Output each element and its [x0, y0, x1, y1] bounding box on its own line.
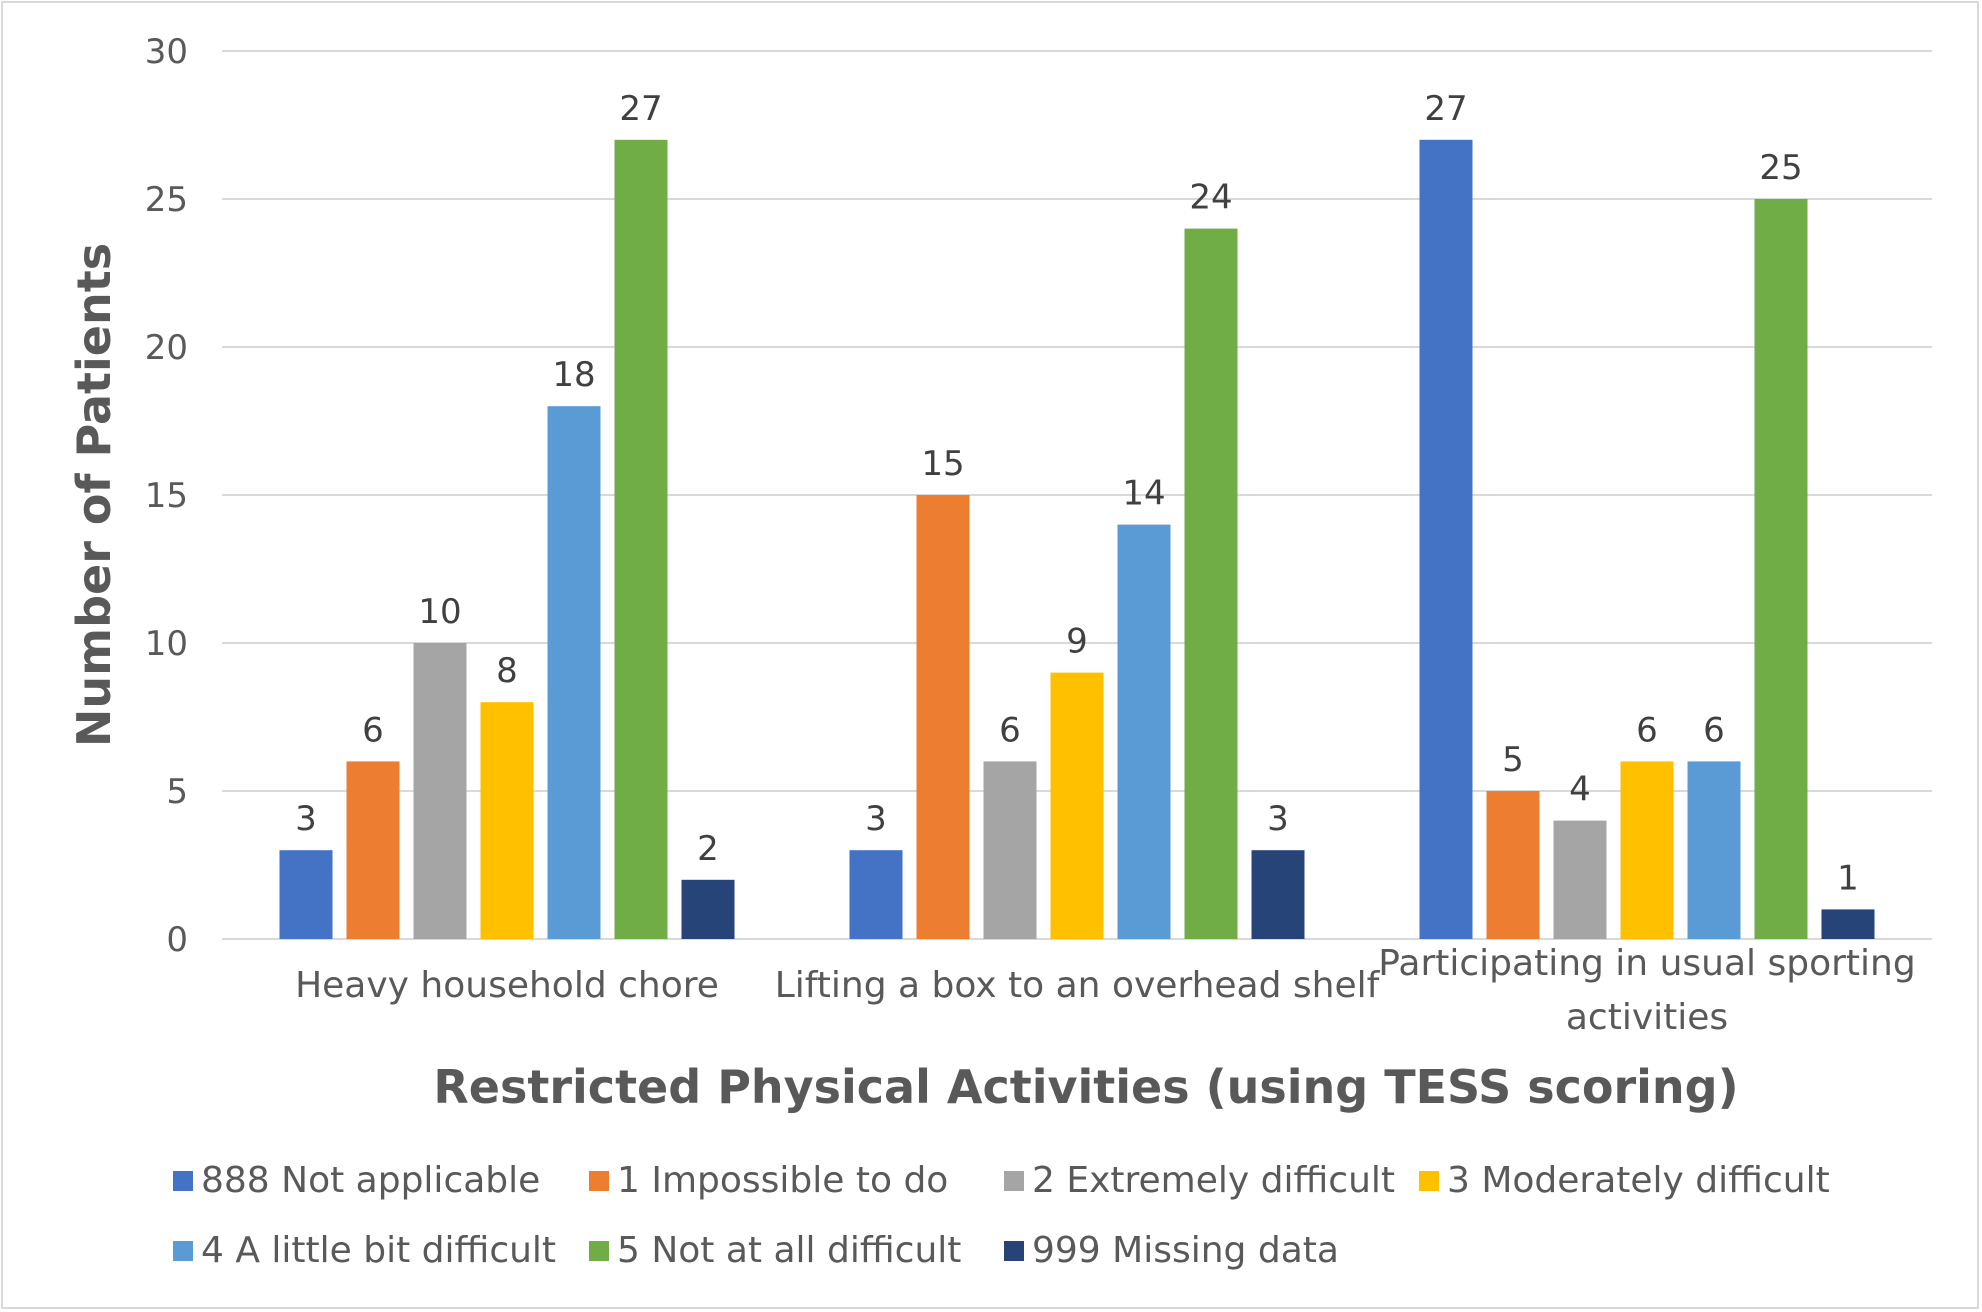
legend-swatch [1004, 1241, 1024, 1261]
data-label: 9 [1066, 622, 1088, 662]
bar [1251, 850, 1305, 939]
data-label: 6 [1636, 710, 1658, 750]
data-label: 8 [496, 651, 518, 691]
bar [1754, 199, 1808, 939]
bar [1050, 672, 1104, 939]
data-label: 15 [921, 444, 964, 484]
bar [346, 761, 400, 939]
y-tick-label: 30 [145, 32, 188, 72]
y-axis-ticks: 0 5 10 15 20 25 30 [145, 32, 188, 960]
legend-swatch [1419, 1171, 1439, 1191]
data-label: 27 [1424, 89, 1467, 129]
data-label: 3 [865, 799, 887, 839]
legend-label: 5 Not at all difficult [617, 1230, 961, 1271]
y-tick-label: 15 [145, 476, 188, 516]
bar [849, 850, 903, 939]
legend-swatch [589, 1171, 609, 1191]
bar [1553, 820, 1607, 939]
legend-label: 3 Moderately difficult [1447, 1160, 1830, 1201]
bar [1821, 909, 1875, 939]
bar [1620, 761, 1674, 939]
data-label: 25 [1759, 148, 1802, 188]
data-label: 3 [295, 799, 317, 839]
legend-label: 1 Impossible to do [617, 1160, 948, 1201]
legend-swatch [173, 1171, 193, 1191]
bar [681, 879, 735, 939]
legend-swatch [589, 1241, 609, 1261]
data-label: 1 [1837, 858, 1859, 898]
data-label: 2 [697, 829, 719, 869]
data-label: 10 [418, 592, 461, 632]
legend-label: 2 Extremely difficult [1032, 1160, 1395, 1201]
data-labels: 3 6 10 8 18 27 2 3 15 6 9 14 24 3 27 5 4 6 6 25 1 [295, 89, 1859, 899]
data-label: 18 [552, 355, 595, 395]
y-tick-label: 20 [145, 328, 188, 368]
x-category-label: Lifting a box to an overhead shelf [775, 965, 1381, 1006]
data-label: 5 [1502, 740, 1524, 780]
legend-label: 999 Missing data [1032, 1230, 1339, 1271]
legend-label: 888 Not applicable [201, 1160, 540, 1201]
bar [1486, 791, 1540, 939]
data-label: 24 [1189, 178, 1232, 218]
x-axis-categories: Heavy household chore Lifting a box to an… [295, 943, 1916, 1038]
data-label: 6 [999, 710, 1021, 750]
data-label: 3 [1267, 799, 1289, 839]
bar [614, 139, 668, 940]
bar [916, 495, 970, 939]
y-axis-title: Number of Patients [67, 243, 121, 747]
bar [279, 850, 333, 939]
bar [547, 406, 601, 939]
y-tick-label: 0 [166, 920, 188, 960]
bar [413, 643, 467, 939]
y-tick-label: 5 [166, 772, 188, 812]
bar [1687, 761, 1741, 939]
data-label: 6 [362, 710, 384, 750]
bar [480, 702, 534, 939]
x-axis-title: Restricted Physical Activities (using TE… [433, 1060, 1738, 1114]
x-category-label: activities [1566, 997, 1728, 1038]
bar [983, 761, 1037, 939]
legend-label: 4 A little bit difficult [201, 1230, 556, 1271]
x-category-label: Heavy household chore [295, 965, 719, 1006]
legend-swatch [173, 1241, 193, 1261]
data-label: 6 [1703, 710, 1725, 750]
bars [279, 139, 1875, 940]
y-tick-label: 10 [145, 624, 188, 664]
bar [1419, 139, 1473, 940]
y-tick-label: 25 [145, 180, 188, 220]
data-label: 27 [619, 89, 662, 129]
bar [1184, 228, 1238, 940]
legend-swatch [1004, 1171, 1024, 1191]
x-category-label: Participating in usual sporting [1378, 943, 1915, 984]
legend: 888 Not applicable 1 Impossible to do 2 Ex… [173, 1160, 1830, 1271]
data-label: 4 [1569, 770, 1591, 810]
bar [1117, 524, 1171, 939]
data-label: 14 [1122, 474, 1165, 514]
